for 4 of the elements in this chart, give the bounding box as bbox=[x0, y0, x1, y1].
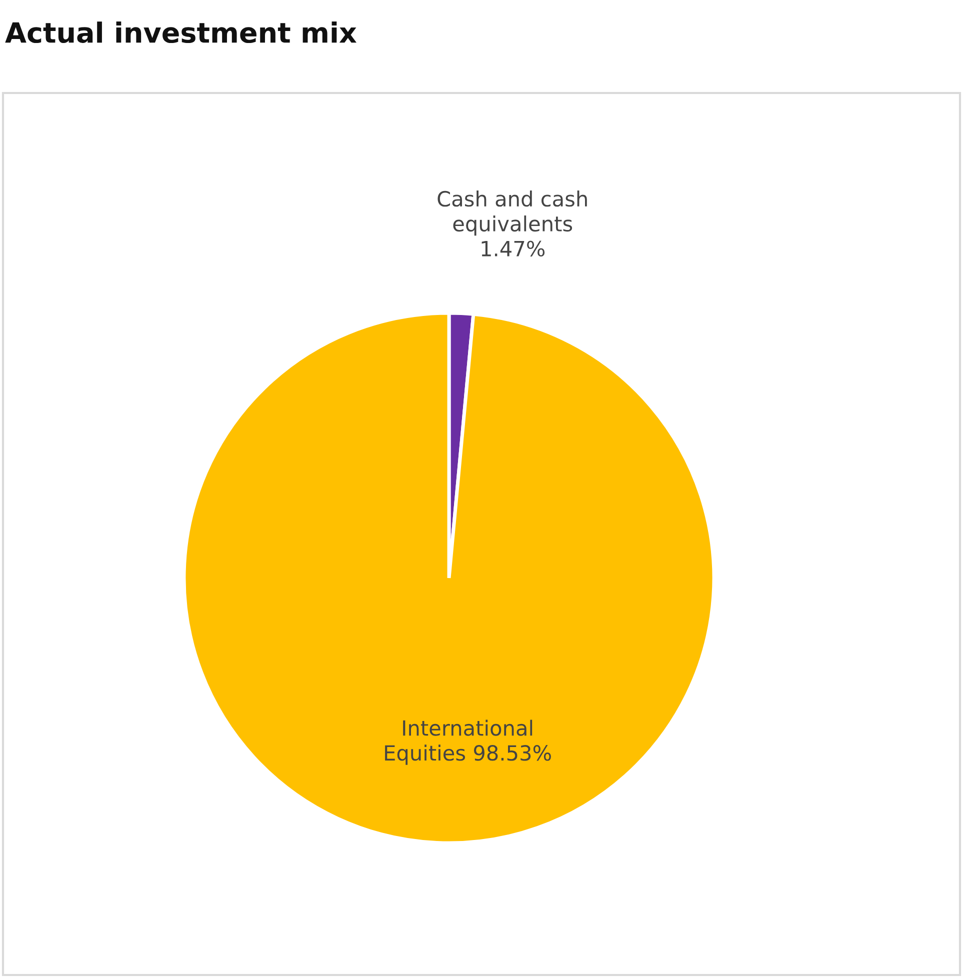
chart-title: Actual investment mix bbox=[5, 22, 356, 44]
slice-label: Cash and cash equivalents bbox=[438, 190, 587, 236]
slice-label: International Equities 98.53% bbox=[385, 720, 551, 765]
data-label: 1.47% bbox=[482, 240, 545, 257]
